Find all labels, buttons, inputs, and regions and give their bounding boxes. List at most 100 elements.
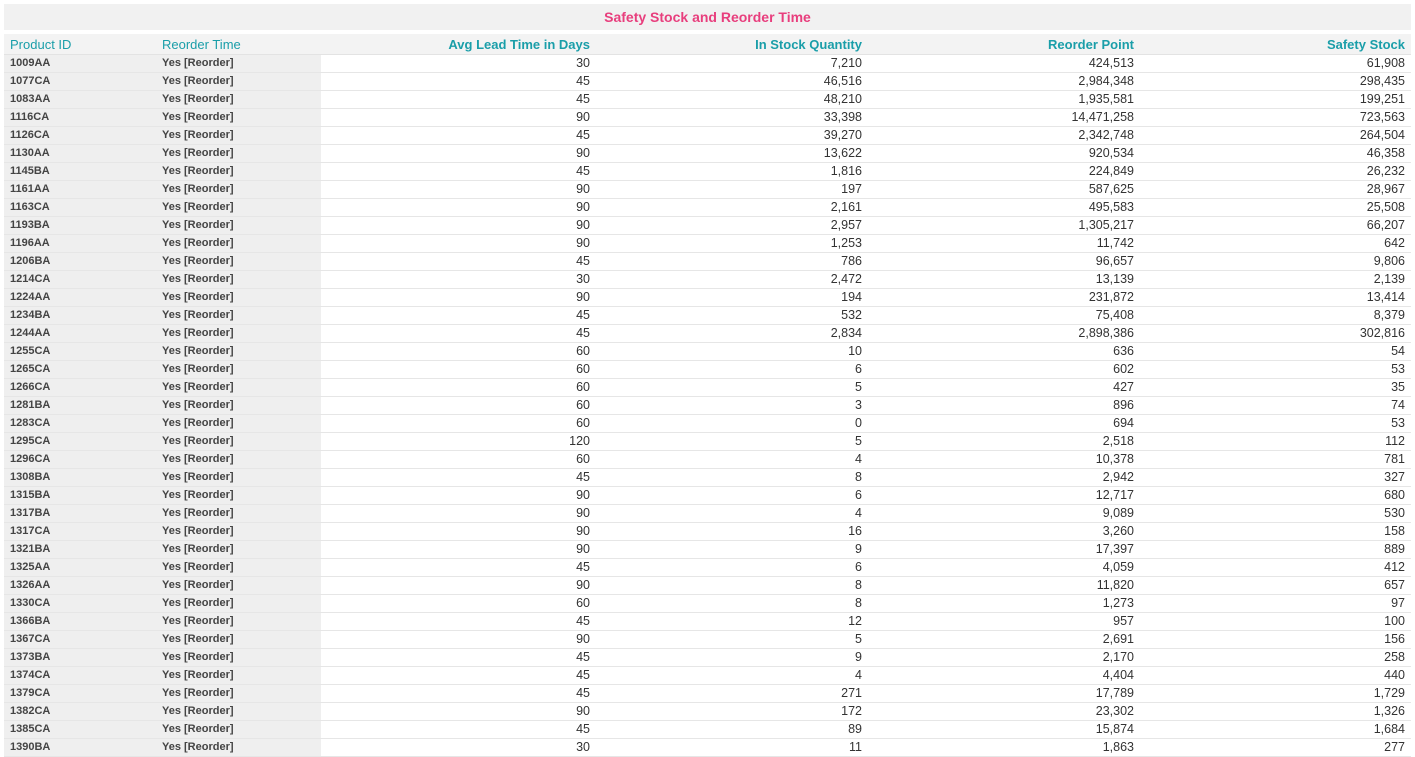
table-row[interactable]: 1283CA Yes [Reorder] 60 0 694 53 (4, 414, 1411, 433)
in-stock-quantity-cell: 4 (596, 450, 868, 469)
avg-lead-time-cell: 90 (321, 198, 596, 217)
reorder-point-cell: 2,170 (868, 648, 1140, 667)
reorder-time-cell: Yes [Reorder] (156, 612, 321, 631)
table-row[interactable]: 1385CA Yes [Reorder] 45 89 15,874 1,684 (4, 720, 1411, 739)
table-row[interactable]: 1366BA Yes [Reorder] 45 12 957 100 (4, 612, 1411, 631)
table-row[interactable]: 1315BA Yes [Reorder] 90 6 12,717 680 (4, 486, 1411, 505)
column-header-reorder-time[interactable]: Reorder Time (156, 34, 321, 55)
column-header-product-id[interactable]: Product ID (4, 34, 156, 55)
avg-lead-time-cell: 30 (321, 270, 596, 289)
table-row[interactable]: 1193BA Yes [Reorder] 90 2,957 1,305,217 66,20… (4, 216, 1411, 235)
product-id-cell: 1390BA (4, 738, 156, 757)
reorder-point-cell: 694 (868, 414, 1140, 433)
table-row[interactable]: 1330CA Yes [Reorder] 60 8 1,273 97 (4, 594, 1411, 613)
table-row[interactable]: 1321BA Yes [Reorder] 90 9 17,397 889 (4, 540, 1411, 559)
table-row[interactable]: 1255CA Yes [Reorder] 60 10 636 54 (4, 342, 1411, 361)
table-row[interactable]: 1265CA Yes [Reorder] 60 6 602 53 (4, 360, 1411, 379)
column-header-avg-lead-time[interactable]: Avg Lead Time in Days (321, 34, 596, 55)
reorder-time-cell: Yes [Reorder] (156, 54, 321, 73)
reorder-point-cell: 2,691 (868, 630, 1140, 649)
column-header-in-stock-quantity[interactable]: In Stock Quantity (596, 34, 868, 55)
table-row[interactable]: 1325AA Yes [Reorder] 45 6 4,059 412 (4, 558, 1411, 577)
reorder-point-cell: 602 (868, 360, 1140, 379)
in-stock-quantity-cell: 6 (596, 558, 868, 577)
reorder-time-cell: Yes [Reorder] (156, 558, 321, 577)
safety-stock-cell: 199,251 (1140, 90, 1411, 109)
avg-lead-time-cell: 60 (321, 378, 596, 397)
table-row[interactable]: 1317CA Yes [Reorder] 90 16 3,260 158 (4, 522, 1411, 541)
table-row[interactable]: 1367CA Yes [Reorder] 90 5 2,691 156 (4, 630, 1411, 649)
table-row[interactable]: 1130AA Yes [Reorder] 90 13,622 920,534 46,358 (4, 144, 1411, 163)
reorder-time-cell: Yes [Reorder] (156, 108, 321, 127)
reorder-time-cell: Yes [Reorder] (156, 630, 321, 649)
safety-stock-cell: 35 (1140, 378, 1411, 397)
table-row[interactable]: 1266CA Yes [Reorder] 60 5 427 35 (4, 378, 1411, 397)
table-row[interactable]: 1308BA Yes [Reorder] 45 8 2,942 327 (4, 468, 1411, 487)
product-id-cell: 1308BA (4, 468, 156, 487)
avg-lead-time-cell: 60 (321, 342, 596, 361)
avg-lead-time-cell: 45 (321, 612, 596, 631)
table-row[interactable]: 1295CA Yes [Reorder] 120 5 2,518 112 (4, 432, 1411, 451)
column-header-safety-stock[interactable]: Safety Stock (1140, 34, 1411, 55)
product-id-cell: 1244AA (4, 324, 156, 343)
reorder-time-cell: Yes [Reorder] (156, 90, 321, 109)
table-row[interactable]: 1296CA Yes [Reorder] 60 4 10,378 781 (4, 450, 1411, 469)
reorder-point-cell: 3,260 (868, 522, 1140, 541)
safety-stock-cell: 13,414 (1140, 288, 1411, 307)
in-stock-quantity-cell: 197 (596, 180, 868, 199)
product-id-cell: 1374CA (4, 666, 156, 685)
table-row[interactable]: 1214CA Yes [Reorder] 30 2,472 13,139 2,139 (4, 270, 1411, 289)
reorder-point-cell: 75,408 (868, 306, 1140, 325)
avg-lead-time-cell: 90 (321, 180, 596, 199)
safety-stock-cell: 9,806 (1140, 252, 1411, 271)
in-stock-quantity-cell: 13,622 (596, 144, 868, 163)
table-row[interactable]: 1206BA Yes [Reorder] 45 786 96,657 9,806 (4, 252, 1411, 271)
reorder-time-cell: Yes [Reorder] (156, 216, 321, 235)
safety-stock-cell: 723,563 (1140, 108, 1411, 127)
table-row[interactable]: 1126CA Yes [Reorder] 45 39,270 2,342,748 264,… (4, 126, 1411, 145)
reorder-time-cell: Yes [Reorder] (156, 648, 321, 667)
safety-stock-cell: 53 (1140, 360, 1411, 379)
table-row[interactable]: 1382CA Yes [Reorder] 90 172 23,302 1,326 (4, 702, 1411, 721)
table-row[interactable]: 1077CA Yes [Reorder] 45 46,516 2,984,348 298,… (4, 72, 1411, 91)
avg-lead-time-cell: 45 (321, 468, 596, 487)
in-stock-quantity-cell: 46,516 (596, 72, 868, 91)
table-row[interactable]: 1116CA Yes [Reorder] 90 33,398 14,471,258 723… (4, 108, 1411, 127)
table-row[interactable]: 1244AA Yes [Reorder] 45 2,834 2,898,386 302,8… (4, 324, 1411, 343)
safety-stock-cell: 54 (1140, 342, 1411, 361)
table-row[interactable]: 1379CA Yes [Reorder] 45 271 17,789 1,729 (4, 684, 1411, 703)
avg-lead-time-cell: 60 (321, 450, 596, 469)
reorder-point-cell: 17,397 (868, 540, 1140, 559)
reorder-point-cell: 12,717 (868, 486, 1140, 505)
avg-lead-time-cell: 45 (321, 666, 596, 685)
table-row[interactable]: 1374CA Yes [Reorder] 45 4 4,404 440 (4, 666, 1411, 685)
table-row[interactable]: 1317BA Yes [Reorder] 90 4 9,089 530 (4, 504, 1411, 523)
safety-stock-cell: 258 (1140, 648, 1411, 667)
avg-lead-time-cell: 45 (321, 720, 596, 739)
in-stock-quantity-cell: 10 (596, 342, 868, 361)
table-row[interactable]: 1234BA Yes [Reorder] 45 532 75,408 8,379 (4, 306, 1411, 325)
table-row[interactable]: 1326AA Yes [Reorder] 90 8 11,820 657 (4, 576, 1411, 595)
table-row[interactable]: 1373BA Yes [Reorder] 45 9 2,170 258 (4, 648, 1411, 667)
reorder-point-cell: 587,625 (868, 180, 1140, 199)
table-row[interactable]: 1009AA Yes [Reorder] 30 7,210 424,513 61,908 (4, 54, 1411, 73)
reorder-point-cell: 231,872 (868, 288, 1140, 307)
table-row[interactable]: 1281BA Yes [Reorder] 60 3 896 74 (4, 396, 1411, 415)
table-row[interactable]: 1163CA Yes [Reorder] 90 2,161 495,583 25,508 (4, 198, 1411, 217)
avg-lead-time-cell: 45 (321, 648, 596, 667)
table-row[interactable]: 1083AA Yes [Reorder] 45 48,210 1,935,581 199,… (4, 90, 1411, 109)
safety-stock-cell: 100 (1140, 612, 1411, 631)
reorder-point-cell: 4,404 (868, 666, 1140, 685)
safety-stock-cell: 112 (1140, 432, 1411, 451)
column-header-reorder-point[interactable]: Reorder Point (868, 34, 1140, 55)
table-row[interactable]: 1224AA Yes [Reorder] 90 194 231,872 13,414 (4, 288, 1411, 307)
reorder-point-cell: 2,984,348 (868, 72, 1140, 91)
in-stock-quantity-cell: 532 (596, 306, 868, 325)
in-stock-quantity-cell: 9 (596, 648, 868, 667)
table-row[interactable]: 1390BA Yes [Reorder] 30 11 1,863 277 (4, 738, 1411, 757)
table-row[interactable]: 1145BA Yes [Reorder] 45 1,816 224,849 26,232 (4, 162, 1411, 181)
table-row[interactable]: 1196AA Yes [Reorder] 90 1,253 11,742 642 (4, 234, 1411, 253)
avg-lead-time-cell: 90 (321, 702, 596, 721)
table-row[interactable]: 1161AA Yes [Reorder] 90 197 587,625 28,967 (4, 180, 1411, 199)
safety-stock-table-container: Product ID Reorder Time Avg Lead Time in… (4, 34, 1411, 757)
